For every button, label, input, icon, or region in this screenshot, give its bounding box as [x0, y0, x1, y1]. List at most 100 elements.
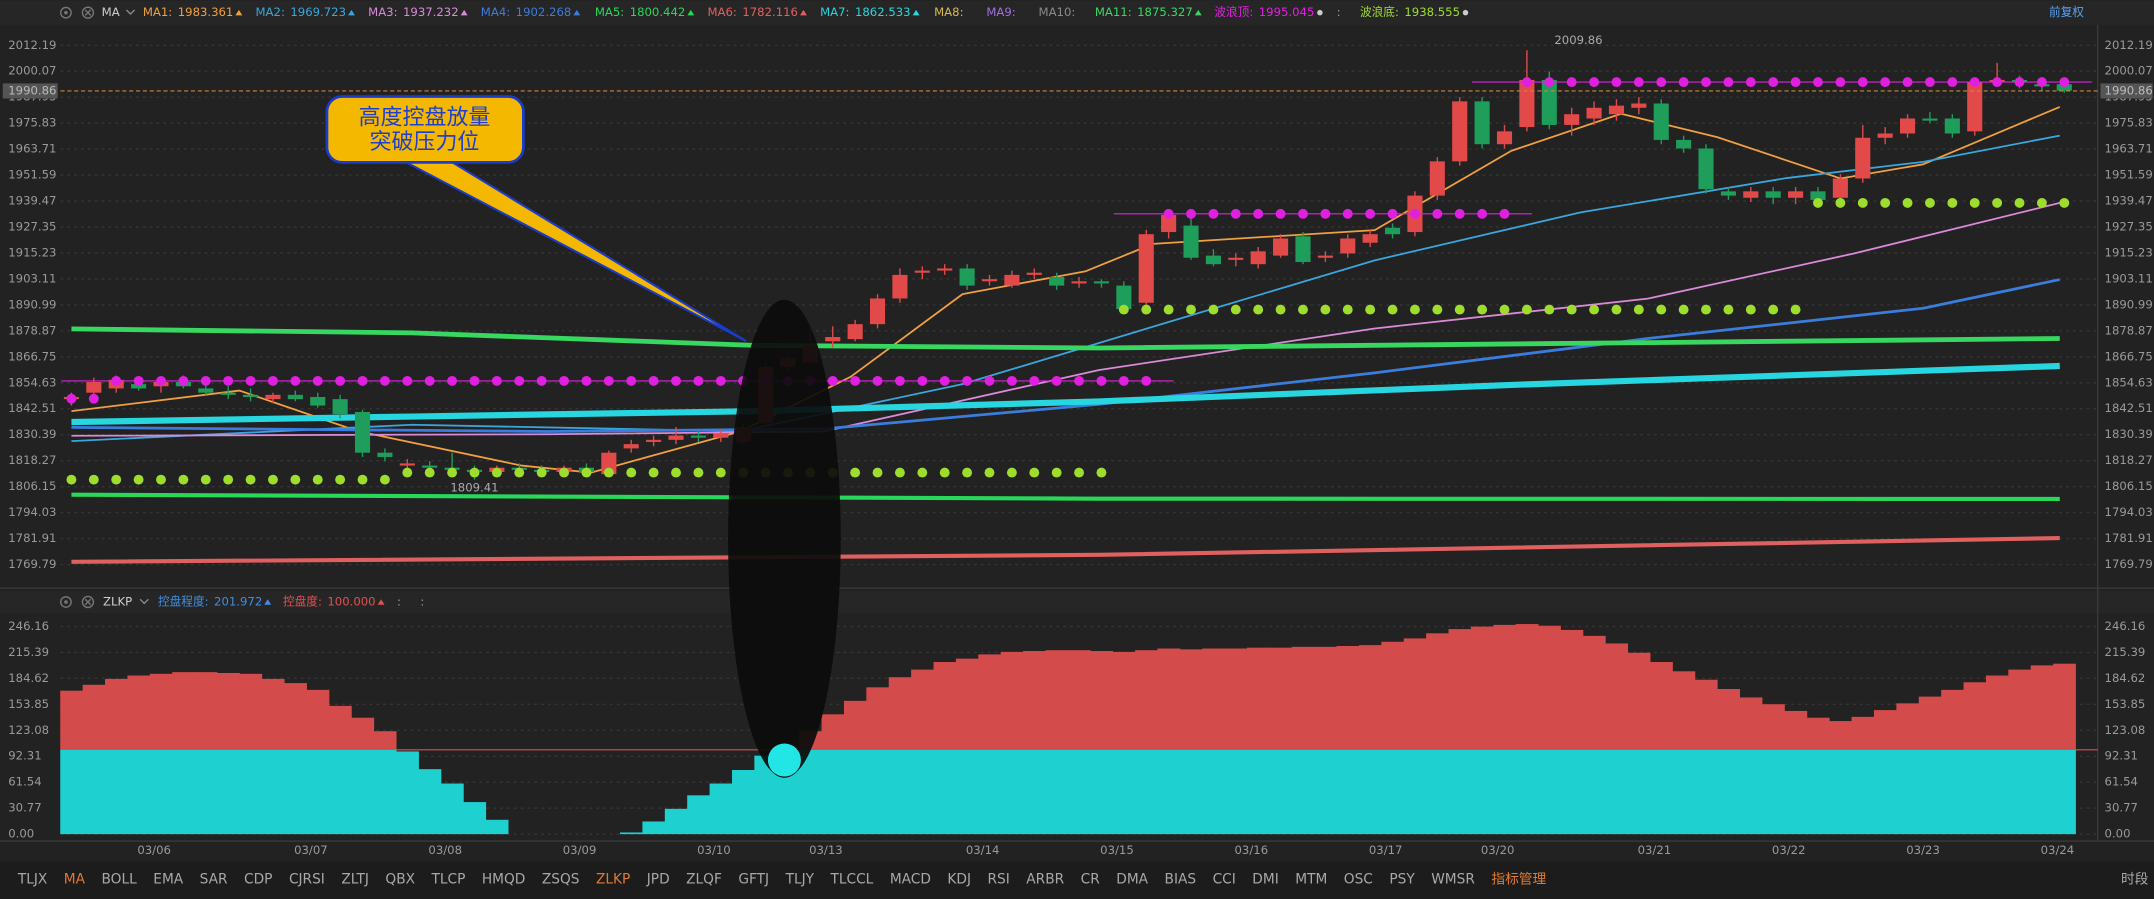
indicator-tab[interactable]: ZSQS [542, 871, 580, 887]
upper-area-bar [1157, 648, 1181, 750]
candle-body [1138, 234, 1154, 303]
indicator-name[interactable]: MA [102, 5, 120, 19]
wave-dot [514, 375, 525, 386]
indicator-tab[interactable]: BOLL [102, 871, 138, 887]
indicator-tab[interactable]: JPD [646, 871, 670, 887]
indicator-tab[interactable]: OSC [1344, 871, 1373, 887]
icon [60, 596, 72, 608]
y-tick-label-right: 30.77 [2105, 801, 2138, 815]
wave-dot [1477, 208, 1488, 219]
sub-indicator-name[interactable]: ZLKP [103, 594, 132, 608]
indicator-tab[interactable]: CCI [1213, 871, 1236, 887]
wave-dot [1432, 304, 1443, 315]
candle-body [1474, 101, 1490, 145]
x-tick-label: 03/16 [1235, 843, 1269, 857]
wave-dot [469, 375, 480, 386]
wave-dot [894, 375, 905, 386]
wave-dot [648, 375, 659, 386]
indicator-tab[interactable]: ZLTJ [341, 871, 369, 887]
extreme-label: 1809.41 [450, 480, 498, 494]
lower-area-bar [2053, 749, 2076, 835]
icon [84, 9, 92, 16]
upper-area-bar [351, 717, 375, 750]
indicator-tab[interactable]: CDP [244, 871, 272, 887]
indicator-tab[interactable]: ZLKP [596, 871, 630, 887]
wave-dot [178, 375, 189, 386]
indicator-tab[interactable]: PSY [1389, 871, 1415, 887]
wave-dot [1790, 77, 1801, 88]
legend-marker [235, 9, 243, 16]
indicator-tab[interactable]: DMA [1116, 871, 1148, 887]
candle-body [1205, 255, 1221, 265]
wave-dot [1880, 77, 1891, 88]
lower-area-bar [754, 755, 778, 835]
upper-area-bar [194, 672, 218, 750]
lower-area-bar [418, 769, 442, 835]
indicator-tab[interactable]: KDJ [947, 871, 971, 887]
indicator-tab[interactable]: MA [64, 871, 86, 887]
dropdown-icon[interactable] [139, 598, 149, 605]
indicator-tab[interactable]: CR [1081, 871, 1101, 887]
indicator-tab[interactable]: CJRSI [289, 871, 325, 887]
wave-dot [671, 467, 681, 478]
wave-dot [1320, 304, 1331, 315]
close-icon[interactable] [81, 595, 95, 609]
wave-dot [245, 375, 256, 386]
indicator-tab[interactable]: HMQD [482, 871, 526, 887]
lower-area-bar [306, 749, 330, 835]
upper-area-bar [306, 689, 330, 750]
ma-line [71, 278, 2061, 433]
indicator-tab[interactable]: 指标管理 [1491, 871, 1546, 887]
wave-dot [156, 375, 166, 386]
settings-icon[interactable] [60, 6, 72, 19]
wave-dot [1387, 208, 1398, 219]
indicator-tab[interactable]: TLCP [431, 871, 466, 887]
indicator-tab[interactable]: MTM [1295, 871, 1327, 887]
candle-body [825, 337, 841, 342]
y-tick-label-right: 1903.11 [2105, 271, 2153, 285]
indicator-tab[interactable]: GFTJ [738, 871, 769, 887]
candle-body [1340, 238, 1356, 254]
legend-value: 1782.116 [742, 5, 798, 19]
upper-area-bar [105, 678, 128, 750]
indicator-tab[interactable]: BIAS [1165, 871, 1197, 887]
indicator-tab[interactable]: WMSR [1431, 871, 1475, 887]
candle-body [1832, 178, 1848, 198]
y-tick-label-right: 92.31 [2105, 749, 2138, 763]
lower-area-bar [1717, 749, 1741, 835]
upper-area-bar [978, 654, 1002, 750]
lower-area-bar [1762, 749, 1785, 835]
wave-dot [1253, 304, 1264, 315]
indicator-tab[interactable]: ARBR [1026, 871, 1064, 887]
x-tick-label: 03/22 [1772, 843, 1806, 857]
wave-dot [312, 474, 323, 485]
indicator-tab[interactable]: EMA [153, 871, 184, 887]
wave-dot [1499, 304, 1510, 315]
indicator-tab[interactable]: SAR [200, 871, 228, 887]
adjust-mode[interactable]: 前复权 [2049, 5, 2084, 19]
settings-icon[interactable] [60, 596, 72, 608]
indicator-tab[interactable]: RSI [988, 871, 1010, 887]
wave-dot [1298, 304, 1308, 315]
indicator-tab[interactable]: MACD [890, 871, 931, 887]
indicator-tab[interactable]: TLJX [17, 871, 47, 887]
indicator-tab[interactable]: QBX [385, 871, 415, 887]
indicator-tab[interactable]: TLJY [785, 871, 815, 887]
indicator-tab[interactable]: ZLQF [686, 871, 722, 887]
indicator-tab[interactable]: DMI [1252, 871, 1278, 887]
legend-name: MA4: [481, 5, 510, 19]
wave-dot [1163, 208, 1174, 219]
indicator-tab[interactable]: TLCCL [830, 871, 874, 887]
y-tick-label: 1818.27 [8, 453, 56, 467]
wave-dot [1701, 304, 1711, 315]
close-icon[interactable] [81, 6, 95, 19]
period-tab[interactable]: 时段 [2121, 871, 2149, 887]
lower-area-bar [955, 749, 979, 835]
y-tick-label: 246.16 [8, 619, 49, 633]
dropdown-icon[interactable] [125, 9, 136, 16]
x-tick-label: 03/07 [294, 843, 328, 857]
y-tick-label-right: 1963.71 [2105, 142, 2153, 156]
y-tick-label: 1842.51 [8, 401, 56, 415]
candle-body [892, 274, 908, 299]
